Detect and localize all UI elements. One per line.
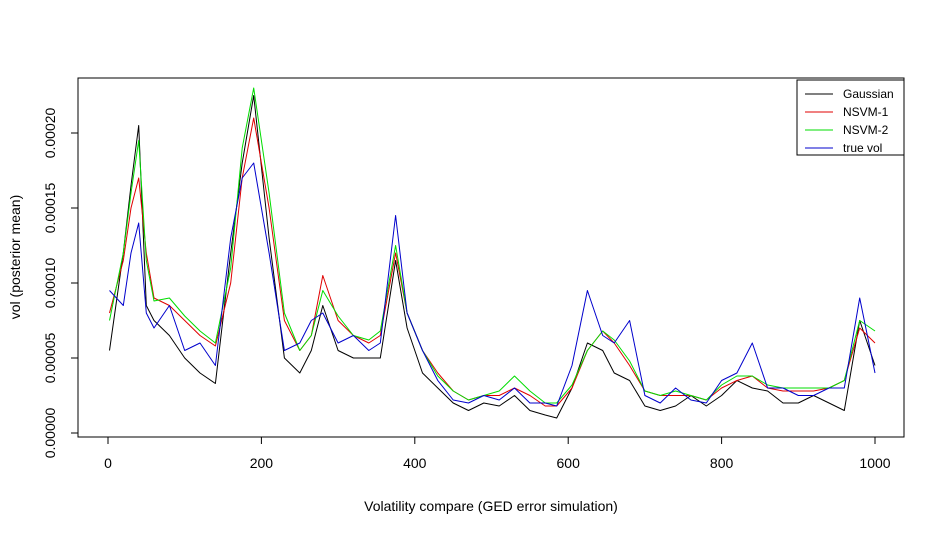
y-tick-label: 0.00015 [42, 182, 58, 233]
series-true-vol-line [109, 162, 876, 407]
legend-label: NSVM-2 [843, 123, 889, 137]
legend-box [796, 79, 905, 156]
legend: Gaussian NSVM-1 NSVM-2 true vol [796, 79, 905, 156]
x-tick-label: 200 [250, 455, 274, 471]
plot-frame [77, 77, 905, 438]
y-tick-label: 0.00005 [42, 332, 58, 383]
series-nsvm-1-line [109, 117, 876, 407]
y-axis: 0.00000 0.00005 0.00010 0.00015 0.00020 [42, 107, 79, 458]
x-axis: 0 200 400 600 800 1000 [104, 436, 891, 471]
y-tick-label: 0.00020 [42, 107, 58, 158]
series-gaussian-line [109, 95, 876, 419]
series-layer [109, 87, 876, 419]
x-axis-label: Volatility compare (GED error simulation… [364, 498, 618, 514]
x-tick-label: 600 [557, 455, 581, 471]
y-axis-label: vol (posterior mean) [7, 195, 23, 320]
series-nsvm-2-line [109, 87, 876, 404]
x-tick-label: 400 [403, 455, 427, 471]
x-tick-label: 0 [104, 455, 112, 471]
legend-label: true vol [843, 141, 882, 155]
y-tick-label: 0.00000 [42, 407, 58, 458]
x-tick-label: 800 [710, 455, 734, 471]
legend-label: NSVM-1 [843, 105, 889, 119]
y-tick-label: 0.00010 [42, 257, 58, 308]
legend-label: Gaussian [843, 87, 894, 101]
x-tick-label: 1000 [859, 455, 890, 471]
